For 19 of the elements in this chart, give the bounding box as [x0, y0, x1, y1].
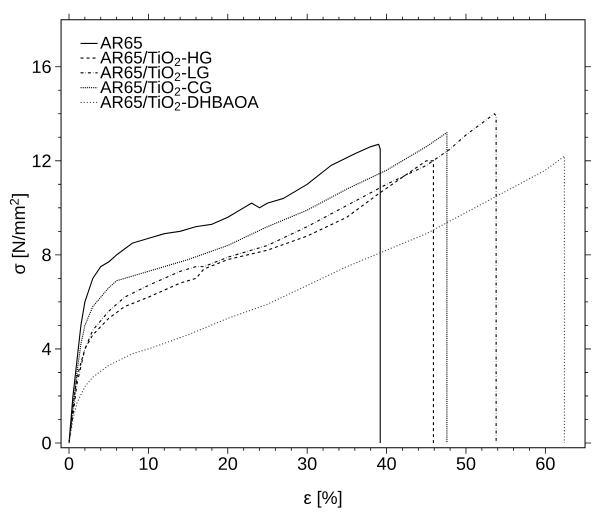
legend-label: AR65/TiO$_{2}$-CG	[100, 80, 212, 96]
legend-label: AR65/TiO$_{2}$-DHBAOA	[100, 96, 259, 110]
legend-label: AR65/TiO$_{2}$-HG	[100, 51, 212, 66]
x-tick-label: 0	[64, 457, 74, 470]
y-axis-title: σ [N/mm$^{2}$]	[10, 194, 29, 274]
x-tick-label: 10	[140, 457, 158, 470]
y-tick-label: 8	[42, 248, 51, 262]
x-tick-label: 30	[298, 457, 316, 470]
x-tick-label: 50	[456, 457, 476, 470]
x-axis-title: ε [%]	[304, 490, 342, 508]
y-tick-label: 0	[42, 436, 51, 450]
x-tick-label: 60	[536, 457, 555, 470]
x-tick-label: 20	[218, 457, 238, 470]
y-tick-label: 16	[32, 60, 51, 74]
legend-label: AR65	[100, 36, 142, 49]
y-tick-label: 4	[42, 342, 52, 356]
legend-label: AR65/TiO$_{2}$-LG	[100, 66, 208, 81]
y-tick-label: 12	[32, 154, 51, 168]
x-tick-label: 40	[376, 457, 396, 470]
